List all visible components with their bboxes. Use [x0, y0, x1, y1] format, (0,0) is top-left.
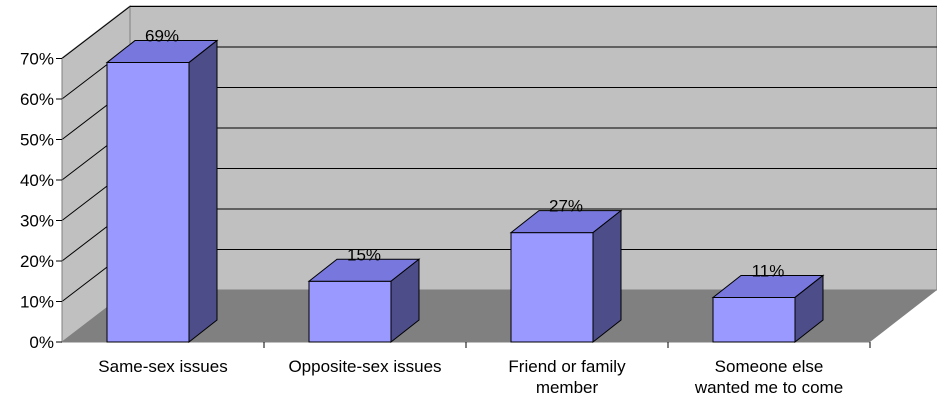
- bar-side: [794, 274, 824, 344]
- gridline-diagonal: [61, 6, 131, 59]
- x-category-label: wanted me to come: [694, 378, 843, 397]
- y-tick-label: 30%: [20, 212, 54, 231]
- x-axis-categories: Same-sex issues Opposite-sex issues Friend…: [98, 342, 871, 397]
- bar-side: [592, 209, 622, 344]
- bar: [105, 39, 219, 344]
- bar: [711, 274, 825, 344]
- y-tick-label: 40%: [20, 171, 54, 190]
- x-category-label: Same-sex issues: [98, 357, 227, 376]
- y-tick-label: 10%: [20, 293, 54, 312]
- data-labels: 69% 15% 27% 11%: [145, 27, 784, 281]
- bar: [509, 209, 623, 344]
- data-label: 69%: [145, 27, 179, 46]
- y-tick-label: 20%: [20, 252, 54, 271]
- bar-front: [106, 62, 190, 343]
- y-axis-ticks: 0% 10% 20% 30% 40% 50% 60% 70%: [20, 50, 62, 352]
- bar: [307, 258, 421, 344]
- bar-side: [188, 39, 218, 344]
- y-tick-label: 60%: [20, 90, 54, 109]
- bar-front: [712, 296, 796, 343]
- data-label: 11%: [752, 261, 785, 280]
- y-tick-label: 70%: [20, 50, 54, 69]
- bars: [105, 39, 825, 344]
- bar-front: [510, 232, 594, 343]
- data-label: 27%: [549, 197, 583, 216]
- x-category-label: Opposite-sex issues: [288, 357, 441, 376]
- y-tick-label: 0%: [29, 333, 54, 352]
- data-label: 15%: [347, 245, 381, 264]
- x-category-label: member: [536, 378, 599, 397]
- bar-front: [308, 280, 392, 343]
- x-category-label: Friend or family: [508, 357, 626, 376]
- y-tick-label: 50%: [20, 131, 54, 150]
- bar-side: [390, 258, 420, 344]
- x-category-label: Someone else: [715, 357, 824, 376]
